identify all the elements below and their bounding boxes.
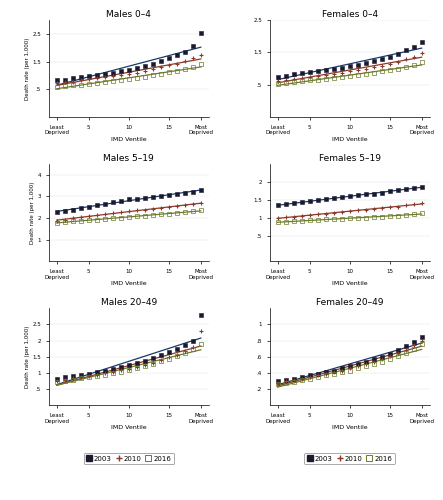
X-axis label: IMD Ventile: IMD Ventile [111,281,147,286]
Y-axis label: Death rate (per 1,000): Death rate (per 1,000) [30,182,35,244]
Legend: 2003, 2010, 2016: 2003, 2010, 2016 [84,453,174,464]
Title: Males 20–49: Males 20–49 [101,298,157,308]
Title: Females 0–4: Females 0–4 [322,10,378,19]
Y-axis label: Death rate (per 1,000): Death rate (per 1,000) [24,38,30,100]
X-axis label: IMD Ventile: IMD Ventile [111,137,147,142]
Title: Males 5–19: Males 5–19 [103,154,154,164]
X-axis label: IMD Ventile: IMD Ventile [332,281,368,286]
X-axis label: IMD Ventile: IMD Ventile [111,425,147,430]
Title: Males 0–4: Males 0–4 [106,10,151,19]
Title: Females 20–49: Females 20–49 [316,298,384,308]
Legend: 2003, 2010, 2016: 2003, 2010, 2016 [304,453,395,464]
X-axis label: IMD Ventile: IMD Ventile [332,425,368,430]
Title: Females 5–19: Females 5–19 [319,154,381,164]
X-axis label: IMD Ventile: IMD Ventile [332,137,368,142]
Y-axis label: Death rate (per 1,000): Death rate (per 1,000) [24,326,30,388]
